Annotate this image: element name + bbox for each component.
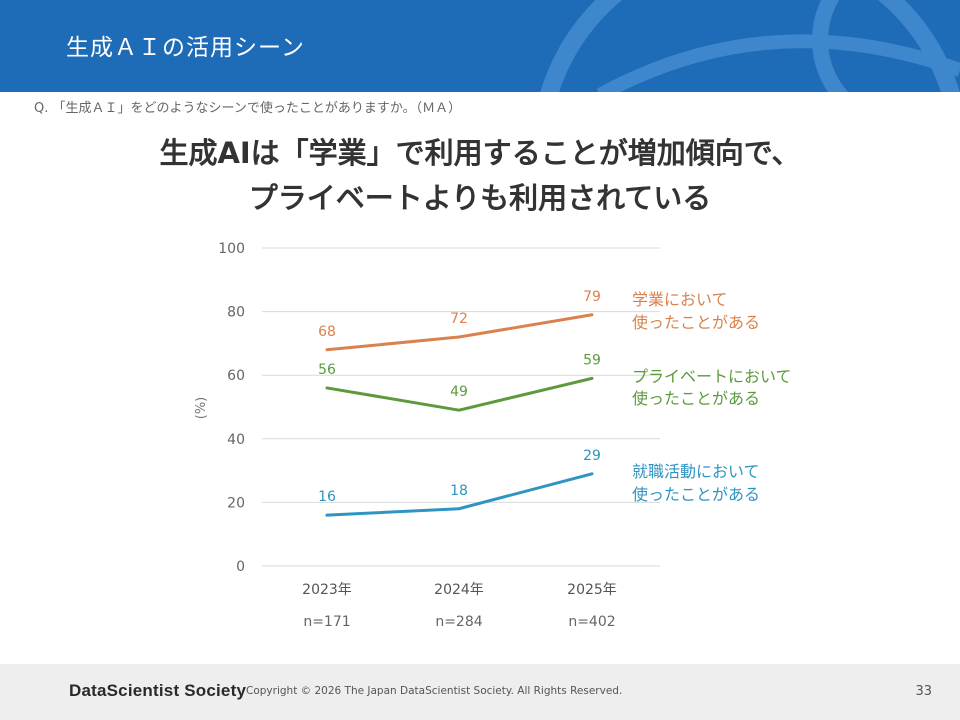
series-label: 学業において	[632, 290, 728, 309]
x-tick-label: 2024年	[434, 582, 484, 598]
sample-size-label: n=284	[435, 614, 482, 630]
sample-size-label: n=402	[568, 614, 615, 630]
data-label: 79	[583, 289, 601, 305]
data-label: 18	[450, 483, 468, 499]
footer: DataScientist Society Copyright © 2026 T…	[0, 664, 960, 720]
x-tick-label: 2025年	[567, 582, 617, 598]
headline-line-1: 生成AIは「学業」で利用することが増加傾向で、	[159, 136, 801, 170]
data-label: 56	[318, 362, 336, 378]
series-label: 就職活動において	[632, 462, 760, 481]
series-label: 使ったことがある	[632, 485, 760, 504]
series-label: プライベートにおいて	[632, 367, 792, 386]
x-tick-label: 2023年	[302, 582, 352, 598]
series-line	[325, 472, 594, 517]
y-tick-label: 60	[227, 368, 245, 384]
sample-size-label: n=171	[303, 614, 350, 630]
y-tick-label: 80	[227, 305, 245, 321]
series-label: 使ったことがある	[632, 389, 760, 408]
data-label: 49	[450, 384, 468, 400]
survey-question: Q. 「生成ＡＩ」をどのようなシーンで使ったことがありますか。（ＭＡ）	[34, 101, 462, 116]
headline: 生成AIは「学業」で利用することが増加傾向で、 プライベートよりも利用されている	[0, 131, 960, 221]
data-label: 59	[583, 352, 601, 368]
y-tick-label: 20	[227, 495, 245, 511]
company-logo: DataScientist Society	[69, 681, 247, 700]
page-number: 33	[915, 684, 932, 699]
line-chart: 0 20 40 60 80 100 (%) 2023年 n=171 2024年 n=284 2025年…	[194, 241, 792, 630]
series-line	[325, 313, 594, 352]
data-label: 72	[450, 311, 468, 327]
header-bar: 生成ＡＩの活用シーン	[0, 0, 960, 92]
data-label: 68	[318, 324, 336, 340]
headline-line-2: プライベートよりも利用されている	[248, 181, 712, 215]
data-label: 16	[318, 489, 336, 505]
series-line	[325, 376, 594, 412]
copyright-text: Copyright © 2026 The Japan DataScientist…	[246, 685, 623, 697]
page-title: 生成ＡＩの活用シーン	[66, 35, 305, 61]
data-label: 29	[583, 448, 601, 464]
series-label: 使ったことがある	[632, 313, 760, 332]
y-tick-label: 40	[227, 432, 245, 448]
header-decoration	[540, 0, 960, 92]
y-tick-label: 100	[218, 241, 245, 257]
y-axis-label: (%)	[194, 397, 209, 420]
y-tick-label: 0	[236, 559, 245, 575]
